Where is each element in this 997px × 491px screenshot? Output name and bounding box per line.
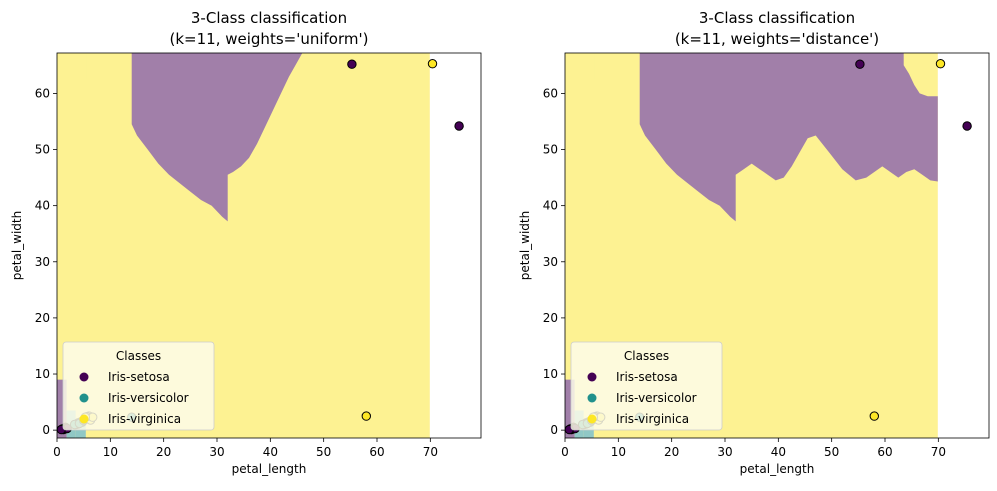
chart-1-x-tick-label: 40: [771, 445, 786, 459]
chart-1-legend-label-setosa: Iris-setosa: [616, 370, 678, 384]
chart-0-y-tick-label: 40: [35, 199, 50, 213]
chart-1-y-tick-label: 20: [543, 311, 558, 325]
chart-0-point-virginica: [427, 59, 438, 69]
chart-0-legend-label-setosa: Iris-setosa: [108, 370, 170, 384]
chart-0-x-tick-label: 60: [369, 445, 384, 459]
chart-1-title-line-1: 3-Class classification: [699, 9, 855, 27]
chart-0-legend-title: Classes: [116, 349, 161, 363]
chart-1-region-corner-0: [565, 379, 575, 438]
chart-0-region-notch-fringe: [86, 53, 97, 80]
chart-0-y-tick-label: 60: [35, 86, 50, 100]
chart-1-point-virginica: [869, 411, 879, 421]
chart-1-legend-label-versicolor: Iris-versicolor: [616, 391, 697, 405]
chart-0-legend-label-versicolor: Iris-versicolor: [108, 391, 189, 405]
chart-1-legend: Classes Iris-setosa Iris-versicolor Iris-vi…: [570, 341, 723, 431]
chart-1-y-tick-label: 30: [543, 255, 558, 269]
chart-1-legend-box: [570, 341, 723, 431]
chart-0-x-axis-label: petal_length: [232, 462, 307, 476]
chart-0-legend: Classes Iris-setosa Iris-versicolor Iris-vi…: [62, 341, 215, 431]
chart-0-x-tick-label: 20: [156, 445, 171, 459]
chart-1-x-tick-label: 20: [664, 445, 679, 459]
chart-1-y-tick-label: 0: [550, 423, 558, 437]
right-chart-panel: 0 10 20 30 40 50 60 70 0 10 20 30 40 50 60 petal_length…: [518, 9, 990, 476]
chart-0-x-tick-label: 0: [53, 445, 61, 459]
chart-1-x-tick-label: 50: [824, 445, 839, 459]
chart-1-legend-label-virginica: Iris-virginica: [616, 412, 689, 426]
chart-0-x-tick-label: 70: [423, 445, 438, 459]
chart-0-y-tick-label: 20: [35, 311, 50, 325]
chart-1-title-line-2: (k=11, weights='distance'): [675, 30, 879, 48]
chart-1-point-virginica: [935, 59, 946, 69]
chart-0-x-tick-label: 50: [316, 445, 331, 459]
chart-0-title-line-2: (k=11, weights='uniform'): [170, 30, 369, 48]
chart-0-legend-marker-setosa: [79, 372, 89, 382]
chart-0-y-tick-label: 30: [35, 255, 50, 269]
chart-0-point-virginica: [361, 411, 371, 421]
chart-0-x-tick-label: 40: [263, 445, 278, 459]
chart-1-region-notch-fringe: [594, 53, 605, 80]
chart-1-region-notch: [565, 53, 595, 80]
chart-1-x-tick-label: 60: [877, 445, 892, 459]
chart-1-x-tick-label: 70: [931, 445, 946, 459]
chart-0-y-tick-label: 50: [35, 143, 50, 157]
chart-1-x-tick-label: 10: [611, 445, 626, 459]
chart-0-region-setosa: [131, 53, 303, 222]
chart-1-y-tick-label: 60: [543, 86, 558, 100]
chart-0-y-tick-label: 10: [35, 367, 50, 381]
chart-0-x-tick-label: 10: [103, 445, 118, 459]
chart-1-y-axis-label: petal_width: [518, 211, 532, 280]
chart-1-axes-frame: [564, 52, 990, 439]
chart-0-title-line-1: 3-Class classification: [191, 9, 347, 27]
chart-0-point-setosa: [454, 121, 464, 131]
chart-0-legend-label-virginica: Iris-virginica: [108, 412, 181, 426]
chart-1-x-axis-label: petal_length: [740, 462, 815, 476]
chart-1-point-setosa: [855, 59, 865, 69]
chart-1-legend-marker-setosa: [587, 372, 597, 382]
chart-0-point-setosa: [347, 59, 357, 69]
left-chart-panel: 0 10 20 30 40 50 60 70 0 10 20 30 40 50 60 petal_length…: [10, 9, 482, 476]
chart-0-legend-marker-versicolor: [79, 393, 89, 403]
chart-1-x-tick-label: 0: [561, 445, 569, 459]
chart-0-legend-marker-virginica: [79, 414, 89, 424]
chart-1-y-tick-label: 10: [543, 367, 558, 381]
chart-1-x-tick-label: 30: [717, 445, 732, 459]
chart-0-y-tick-label: 0: [42, 423, 50, 437]
chart-0-axes-frame: [56, 52, 482, 439]
chart-1-region-setosa: [639, 53, 938, 222]
chart-0-region-corner-0: [57, 379, 67, 438]
chart-1-legend-marker-versicolor: [587, 393, 597, 403]
chart-0-legend-box: [62, 341, 215, 431]
chart-0-region-notch: [57, 53, 87, 80]
chart-1-y-tick-label: 40: [543, 199, 558, 213]
chart-0-y-axis-label: petal_width: [10, 211, 24, 280]
chart-1-legend-title: Classes: [624, 349, 669, 363]
chart-1-y-tick-label: 50: [543, 143, 558, 157]
chart-1-point-setosa: [962, 121, 972, 131]
chart-1-legend-marker-virginica: [587, 414, 597, 424]
chart-0-x-tick-label: 30: [209, 445, 224, 459]
